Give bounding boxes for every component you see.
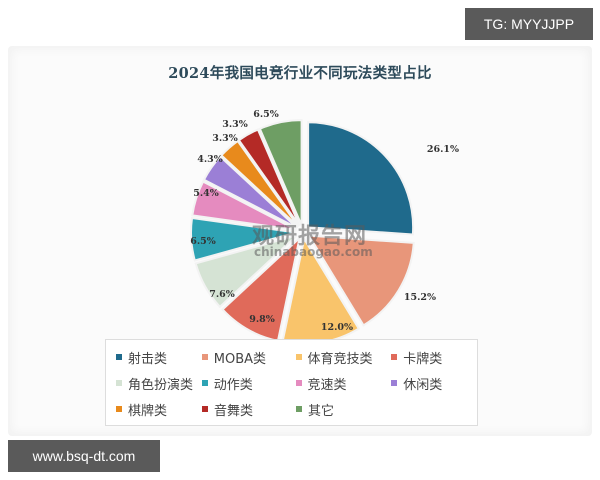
pie-slice bbox=[219, 139, 300, 228]
legend-swatch-icon bbox=[296, 406, 302, 412]
legend-label: MOBA类 bbox=[213, 351, 267, 367]
legend-swatch-icon bbox=[391, 380, 398, 386]
pie-slice bbox=[190, 216, 297, 262]
legend-label: 棋牌类 bbox=[128, 403, 168, 419]
pie-slice bbox=[194, 234, 298, 309]
pie-slice bbox=[307, 121, 415, 236]
overlay-badge-tg: TG: MYYJJPP bbox=[465, 8, 593, 40]
chart-legend: 射击类 MOBA类 体育竞技类 卡牌类角色扮演类 动作类 竞速类 休闲类棋牌类 音舞类 其它 bbox=[105, 339, 478, 426]
legend-label: 角色扮演类 bbox=[128, 377, 194, 393]
legend-row: 角色扮演类 动作类 竞速类 休闲类 bbox=[116, 370, 477, 396]
legend-label: 音舞类 bbox=[214, 403, 254, 419]
slice-label: 4.3% bbox=[197, 154, 223, 165]
chart-title: 2024年我国电竞行业不同玩法类型占比 bbox=[168, 65, 432, 82]
slice-label: 12.0% bbox=[321, 322, 353, 333]
watermark-en: chinabaogao.com bbox=[254, 245, 373, 259]
legend-item: 棋牌类 bbox=[116, 400, 202, 419]
legend-swatch-icon bbox=[116, 354, 122, 360]
pie-slice bbox=[237, 128, 301, 227]
slice-label: 26.1% bbox=[427, 144, 459, 155]
legend-label: 卡牌类 bbox=[403, 351, 443, 367]
slice-label: 3.3% bbox=[222, 119, 248, 130]
legend-swatch-icon bbox=[295, 380, 302, 386]
legend-label: 竞速类 bbox=[307, 377, 347, 393]
legend-swatch-icon bbox=[295, 354, 302, 360]
legend-item: 卡牌类 bbox=[391, 348, 477, 367]
legend-label: 休闲类 bbox=[403, 377, 443, 393]
legend-item: 体育竞技类 bbox=[295, 348, 392, 367]
legend-label: 射击类 bbox=[128, 351, 168, 367]
pie-slice bbox=[258, 119, 303, 226]
legend-row: 射击类 MOBA类 体育竞技类 卡牌类 bbox=[116, 344, 477, 370]
legend-item: 音舞类 bbox=[202, 400, 296, 419]
pie-slice bbox=[191, 180, 297, 231]
slice-label: 15.2% bbox=[404, 292, 436, 303]
legend-label: 体育竞技类 bbox=[307, 351, 373, 367]
slice-label: 5.4% bbox=[193, 188, 219, 199]
legend-swatch-icon bbox=[116, 406, 122, 412]
legend-label: 其它 bbox=[308, 403, 335, 419]
slice-label: 7.6% bbox=[209, 289, 235, 300]
watermark-cn: 观研报告网 bbox=[252, 224, 368, 249]
legend-label: 动作类 bbox=[213, 377, 253, 393]
legend-row: 棋牌类 音舞类 其它 bbox=[116, 396, 477, 422]
slice-label: 3.3% bbox=[212, 133, 238, 144]
legend-item: MOBA类 bbox=[201, 348, 296, 367]
slice-label: 9.8% bbox=[249, 314, 275, 325]
pie-slice bbox=[307, 234, 415, 327]
legend-item: 射击类 bbox=[116, 348, 202, 367]
legend-swatch-icon bbox=[202, 406, 208, 412]
legend-item: 其它 bbox=[296, 400, 392, 419]
legend-swatch-icon bbox=[116, 380, 122, 386]
legend-swatch-icon bbox=[201, 354, 208, 360]
legend-swatch-icon bbox=[391, 354, 398, 360]
legend-item: 动作类 bbox=[201, 374, 296, 393]
slice-label: 6.5% bbox=[190, 236, 216, 247]
legend-swatch-icon bbox=[201, 380, 208, 386]
legend-item: 角色扮演类 bbox=[116, 374, 202, 393]
legend-item: 竞速类 bbox=[295, 374, 392, 393]
overlay-badge-url: www.bsq-dt.com bbox=[8, 440, 160, 472]
slice-label: 6.5% bbox=[253, 109, 279, 120]
pie-slice bbox=[202, 155, 298, 229]
legend-item: 休闲类 bbox=[391, 374, 477, 393]
